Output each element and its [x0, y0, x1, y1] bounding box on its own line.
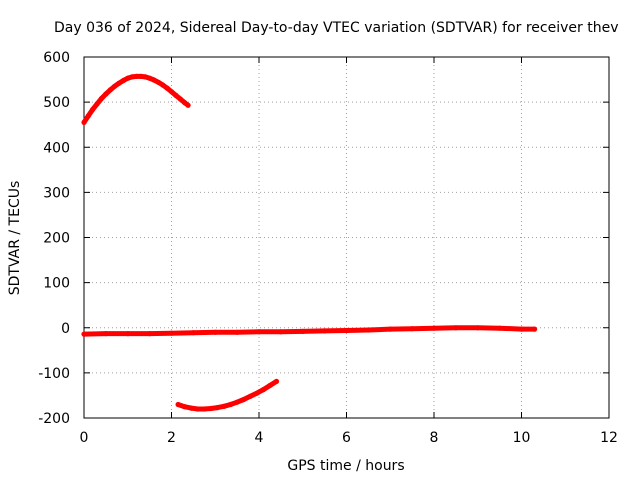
data-point [518, 326, 525, 332]
data-point [94, 101, 100, 107]
data-point [103, 91, 109, 97]
y-tick-label: -200 [38, 411, 70, 427]
series-arc-lower [177, 379, 278, 412]
data-point [125, 75, 131, 81]
data-point [532, 326, 538, 332]
y-tick-label: 600 [43, 50, 70, 66]
data-point [103, 331, 109, 337]
data-point [168, 330, 175, 336]
x-tick-label: 12 [600, 430, 618, 446]
data-point [182, 100, 188, 106]
data-point [254, 390, 260, 396]
data-point [98, 95, 105, 102]
data-point [234, 399, 240, 405]
y-tick-label: 100 [43, 276, 70, 292]
data-point [208, 405, 214, 412]
x-tick-label: 4 [255, 430, 264, 446]
axis-ticks: 0 2 4 6 8 10 12 -200 -100 0 100 200 300 400 500 600 [38, 50, 618, 446]
y-tick-label: 200 [43, 231, 70, 247]
data-point [343, 327, 350, 334]
data-point [188, 405, 194, 411]
data-point [300, 328, 306, 334]
data-point [267, 382, 273, 389]
data-point [85, 113, 91, 119]
data-point [107, 87, 113, 93]
x-tick-label: 2 [167, 430, 176, 446]
data-point [195, 406, 201, 412]
y-tick-label: -100 [38, 366, 70, 382]
data-point [147, 75, 153, 81]
x-tick-label: 10 [513, 430, 531, 446]
y-axis-label: SDTVAR / TECUs [7, 181, 23, 296]
data-point [151, 77, 157, 83]
data-point [256, 329, 262, 335]
y-tick-label: 500 [43, 95, 70, 111]
data-point [133, 73, 140, 79]
y-tick-label: 400 [43, 140, 70, 156]
data-point [190, 330, 196, 336]
data-point [409, 326, 415, 332]
data-point [112, 83, 118, 89]
data-point [387, 326, 393, 332]
data-point [322, 328, 328, 334]
data-point [228, 401, 234, 408]
data-point [241, 396, 247, 403]
data-point [278, 329, 284, 335]
data-point [475, 325, 481, 331]
data-point [164, 85, 170, 91]
data-point [453, 325, 459, 331]
data-point [234, 329, 240, 335]
data-point [90, 106, 96, 112]
data-point [81, 119, 87, 125]
data-point [365, 327, 371, 333]
y-tick-label: 0 [61, 321, 70, 337]
data-point [273, 378, 280, 384]
data-point [497, 325, 503, 331]
data-series [81, 73, 538, 412]
data-point [142, 74, 148, 80]
data-point [120, 77, 126, 84]
data-point [214, 405, 220, 411]
data-point [160, 82, 166, 88]
data-point [147, 331, 153, 337]
data-point [125, 331, 131, 337]
data-point [212, 329, 218, 335]
data-point [221, 403, 227, 409]
data-point [201, 406, 207, 412]
data-point [168, 89, 175, 95]
y-tick-label: 300 [43, 185, 70, 201]
data-point [182, 404, 188, 410]
data-point [155, 79, 161, 85]
data-point [138, 73, 144, 79]
data-point [173, 92, 179, 98]
data-point [81, 331, 87, 337]
chart-title: Day 036 of 2024, Sidereal Day-to-day VTE… [54, 20, 618, 36]
data-point [177, 96, 183, 102]
data-point [431, 325, 437, 331]
x-tick-label: 0 [80, 430, 89, 446]
x-tick-label: 8 [430, 430, 439, 446]
data-point [185, 102, 191, 108]
x-axis-label: GPS time / hours [287, 458, 404, 474]
data-point [129, 74, 135, 80]
data-point [260, 387, 266, 393]
grid [84, 57, 609, 418]
data-point [116, 80, 122, 86]
data-point [247, 393, 253, 399]
data-point [175, 401, 181, 408]
series-near-zero [83, 325, 535, 337]
x-tick-label: 6 [342, 430, 351, 446]
